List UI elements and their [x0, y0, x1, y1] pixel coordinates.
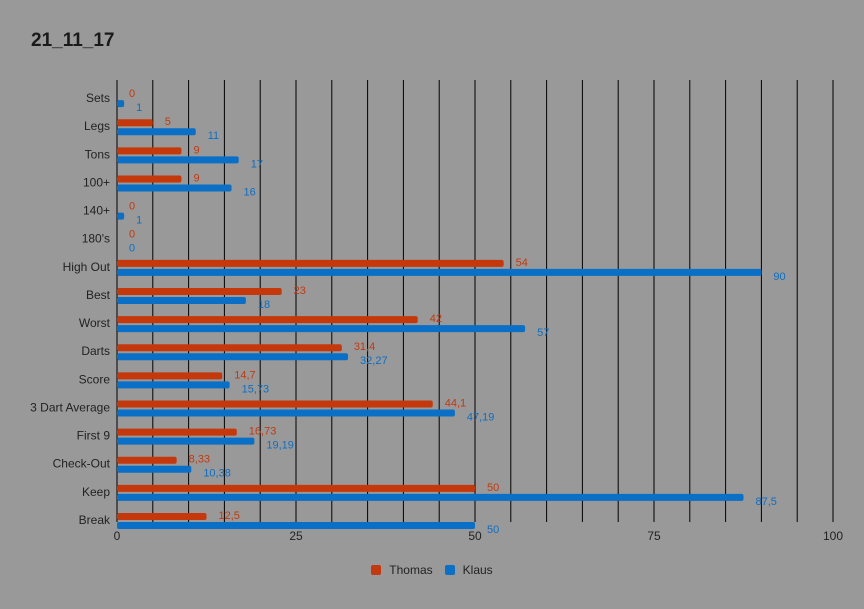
category-label: 100+ — [83, 175, 110, 189]
category-label: Sets — [86, 91, 110, 105]
data-label-thomas: 9 — [193, 144, 199, 156]
x-tick-label: 50 — [468, 529, 482, 543]
bar-thomas — [117, 119, 153, 127]
category-label: Best — [86, 288, 111, 302]
data-label-thomas: 0 — [129, 229, 135, 241]
chart-title: 21_11_17 — [31, 30, 115, 51]
x-tick-label: 100 — [823, 529, 843, 543]
data-label-klaus: 0 — [129, 243, 135, 255]
bar-klaus — [117, 521, 475, 529]
bar-thomas — [117, 456, 177, 464]
data-label-thomas: 16,73 — [249, 426, 277, 438]
data-label-thomas: 23 — [294, 285, 306, 297]
category-label: 140+ — [83, 204, 110, 218]
data-label-thomas: 54 — [516, 257, 528, 269]
data-label-klaus: 18 — [258, 299, 270, 311]
legend-swatch — [444, 565, 455, 575]
bar-klaus — [117, 437, 255, 445]
bar-klaus — [117, 184, 232, 192]
data-label-klaus: 1 — [136, 215, 142, 227]
data-label-klaus: 1 — [136, 102, 142, 114]
x-tick-label: 25 — [289, 529, 303, 543]
bar-klaus — [117, 325, 526, 333]
bar-klaus — [117, 156, 239, 164]
category-label: Keep — [82, 485, 110, 499]
x-tick-label: 75 — [647, 529, 661, 543]
category-label: Score — [79, 372, 111, 386]
data-label-thomas: 0 — [129, 201, 135, 213]
bar-thomas — [117, 372, 223, 380]
data-label-thomas: 8,33 — [189, 454, 210, 466]
bar-klaus — [117, 493, 744, 501]
data-label-thomas: 44,1 — [445, 397, 466, 409]
bar-klaus — [117, 128, 196, 136]
category-label: Darts — [81, 344, 110, 358]
legend-item-thomas[interactable]: Thomas — [371, 563, 433, 577]
category-label: Break — [79, 513, 111, 527]
data-label-thomas: 5 — [165, 116, 171, 128]
bar-klaus — [117, 381, 230, 389]
data-label-thomas: 12,5 — [219, 510, 240, 522]
bar-thomas — [117, 400, 433, 408]
data-label-klaus: 90 — [773, 271, 785, 283]
data-label-klaus: 47,19 — [467, 411, 495, 423]
bar-thomas — [117, 316, 418, 324]
bar-klaus — [117, 409, 455, 417]
data-label-klaus: 10,38 — [203, 468, 231, 480]
bar-klaus — [117, 212, 125, 220]
bar-thomas — [117, 428, 237, 436]
x-tick-label: 0 — [114, 529, 121, 543]
data-label-klaus: 16 — [244, 186, 256, 198]
data-label-klaus: 57 — [537, 327, 549, 339]
legend-label: Klaus — [462, 563, 493, 577]
bar-thomas — [117, 484, 475, 492]
data-label-thomas: 31,4 — [354, 341, 375, 353]
category-label: Worst — [79, 316, 111, 330]
data-label-klaus: 50 — [487, 524, 499, 536]
bar-klaus — [117, 465, 192, 473]
category-label: 180's — [82, 232, 110, 246]
data-label-thomas: 50 — [487, 482, 499, 494]
data-label-klaus: 17 — [251, 158, 263, 170]
data-label-thomas: 42 — [430, 313, 442, 325]
data-label-klaus: 87,5 — [756, 496, 777, 508]
data-label-klaus: 15,73 — [242, 383, 270, 395]
bar-klaus — [117, 353, 349, 361]
data-label-thomas: 14,7 — [234, 369, 255, 381]
bar-thomas — [117, 147, 182, 155]
data-label-klaus: 11 — [208, 130, 219, 142]
data-label-klaus: 19,19 — [266, 440, 294, 452]
category-label: Check-Out — [53, 457, 111, 471]
data-label-klaus: 32,27 — [360, 355, 388, 367]
category-label: First 9 — [77, 429, 111, 443]
bar-thomas — [117, 344, 342, 352]
bar-thomas — [117, 287, 282, 295]
data-label-thomas: 9 — [193, 172, 199, 184]
category-label: Legs — [84, 119, 110, 133]
legend-label: Thomas — [389, 563, 433, 577]
bar-thomas — [117, 259, 504, 267]
legend-swatch — [371, 565, 382, 575]
bar-klaus — [117, 100, 125, 108]
bar-klaus — [117, 268, 762, 276]
category-label: 3 Dart Average — [30, 400, 110, 414]
category-label: Tons — [85, 147, 110, 161]
legend: Thomas Klaus — [0, 563, 864, 578]
category-label: High Out — [63, 260, 111, 274]
bar-thomas — [117, 175, 182, 183]
data-label-thomas: 0 — [129, 88, 135, 100]
bar-klaus — [117, 296, 246, 304]
legend-item-klaus[interactable]: Klaus — [444, 563, 493, 577]
bar-thomas — [117, 512, 207, 520]
